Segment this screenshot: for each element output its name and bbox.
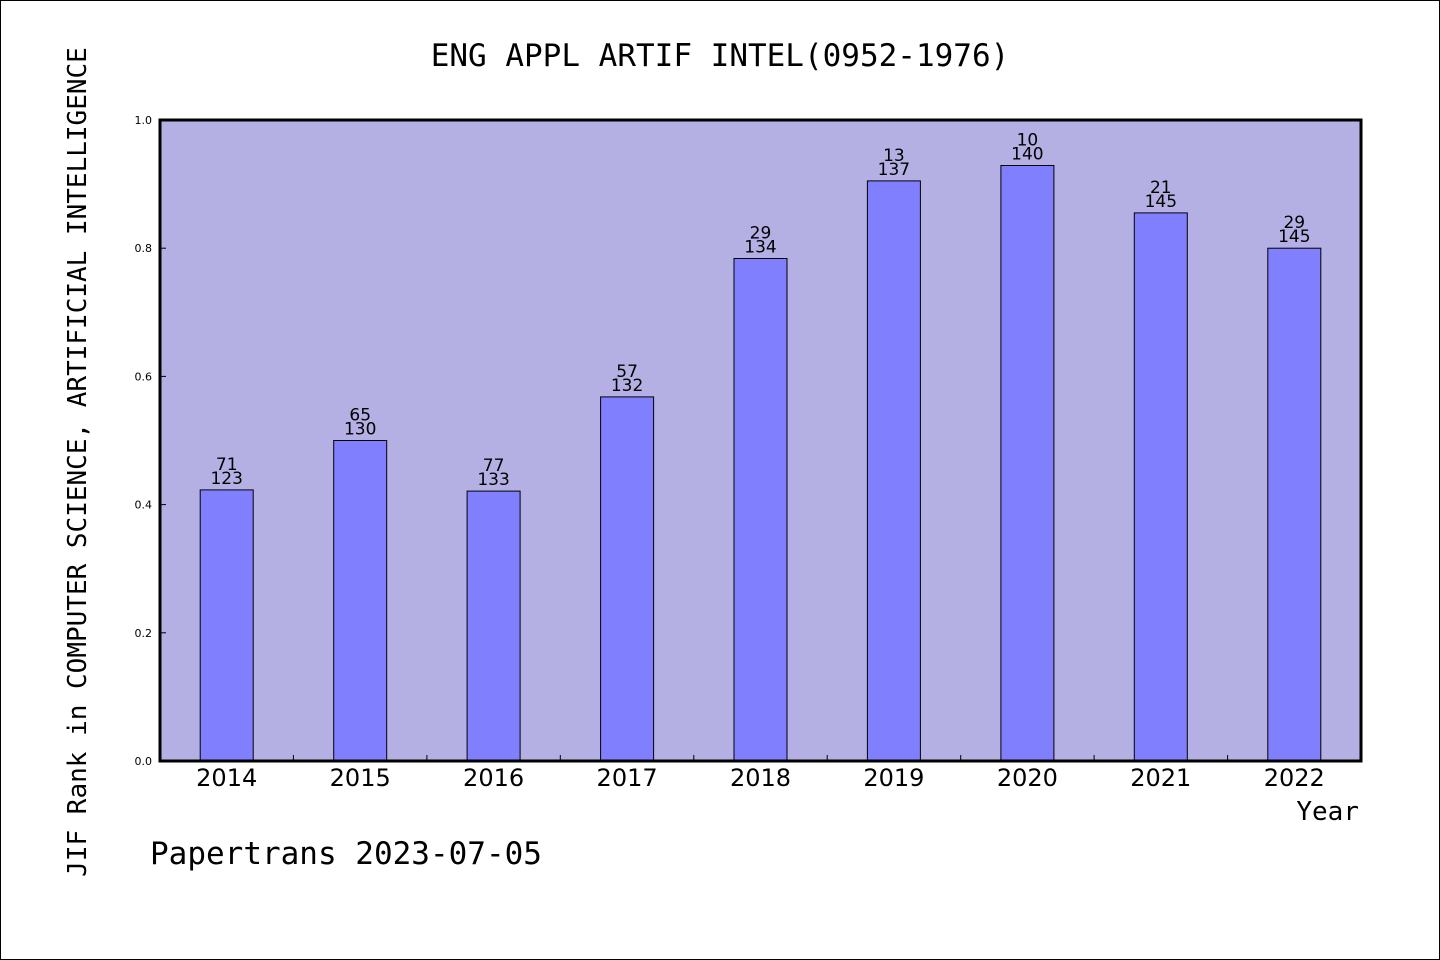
bar-2021 xyxy=(1133,212,1188,762)
bar-2017 xyxy=(600,396,655,762)
x-tick-label: 2015 xyxy=(330,764,391,792)
bar-total-label: 137 xyxy=(878,160,910,180)
bar-total-label: 133 xyxy=(477,470,509,490)
bar-rank-label: 29 xyxy=(750,224,772,244)
y-tick-label: 0.4 xyxy=(135,499,153,512)
bar-2018 xyxy=(733,258,788,762)
x-tick-label: 2021 xyxy=(1130,764,1191,792)
bar-rank-label: 57 xyxy=(616,362,638,382)
y-axis-ticks: 0.0 0.2 0.4 0.6 0.8 1.0 xyxy=(135,114,166,768)
x-tick-label: 2018 xyxy=(730,764,791,792)
bar-2016 xyxy=(466,490,521,762)
chart-title: ENG APPL ARTIF INTEL(0952-1976) xyxy=(431,38,1010,74)
x-tick-label: 2016 xyxy=(463,764,524,792)
bar-2015 xyxy=(333,440,388,762)
bar-total-label: 140 xyxy=(1011,145,1043,165)
bar-2014 xyxy=(199,489,254,762)
bar-total-label: 134 xyxy=(744,238,776,258)
bar-total-label: 123 xyxy=(210,469,242,489)
bar-total-label: 145 xyxy=(1278,227,1310,247)
x-tick-label: 2022 xyxy=(1264,764,1325,792)
bar-2019 xyxy=(866,180,921,762)
y-tick-label: 1.0 xyxy=(135,114,153,127)
bar-rank-label: 13 xyxy=(883,146,905,166)
bar-total-label: 145 xyxy=(1145,192,1177,212)
x-tick-label: 2014 xyxy=(196,764,257,792)
y-tick-label: 0.0 xyxy=(135,755,153,768)
x-tick-label: 2017 xyxy=(597,764,658,792)
bar-rank-label: 21 xyxy=(1150,178,1172,198)
x-tick-label: 2020 xyxy=(997,764,1058,792)
bar-rank-label: 77 xyxy=(483,456,505,476)
bar-2022 xyxy=(1267,247,1322,762)
x-tick-label: 2019 xyxy=(863,764,924,792)
y-tick-label: 0.6 xyxy=(135,370,153,383)
bar-rank-label: 65 xyxy=(349,406,371,426)
bar-labels-group: 7112365130771335713229134131371014021145… xyxy=(210,131,1310,491)
bar-total-label: 130 xyxy=(344,420,376,440)
x-axis-ticks: 2014 2015 2016 2017 2018 2019 2020 2021 2022 xyxy=(196,755,1325,792)
footer-credit: Papertrans 2023-07-05 xyxy=(150,836,542,872)
bar-2020 xyxy=(1000,165,1055,762)
plot-border xyxy=(158,118,1363,763)
bar-rank-label: 29 xyxy=(1283,213,1305,233)
y-tick-label: 0.2 xyxy=(135,627,153,640)
y-axis-label: JIF Rank in COMPUTER SCIENCE, ARTIFICIAL… xyxy=(63,47,93,877)
bar-rank-label: 71 xyxy=(216,455,238,475)
bars-group xyxy=(199,165,1322,762)
bar-rank-label: 10 xyxy=(1017,131,1039,151)
y-tick-label: 0.8 xyxy=(135,242,153,255)
x-axis-label: Year xyxy=(1296,797,1359,827)
bar-total-label: 132 xyxy=(611,376,643,396)
